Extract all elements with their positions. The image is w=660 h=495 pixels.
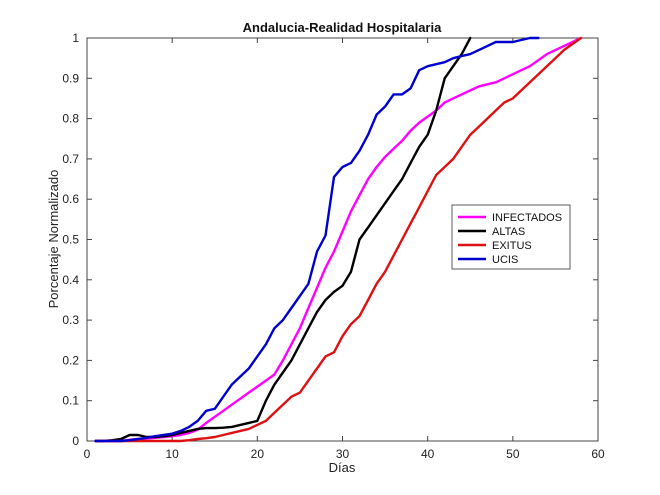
x-tick-label: 50 (506, 447, 520, 461)
y-tick-label: 0.7 (62, 152, 79, 166)
y-tick-label: 1 (72, 31, 79, 45)
x-tick-label: 30 (336, 447, 350, 461)
series-line-exitus (94, 36, 583, 443)
y-tick-label: 0.1 (62, 394, 79, 408)
x-tick-label: 20 (251, 447, 265, 461)
legend-label-altas: ALTAS (492, 226, 525, 238)
y-tick-label: 0.5 (62, 233, 79, 247)
y-tick-label: 0.3 (62, 313, 79, 327)
legend-label-ucis: UCIS (492, 254, 518, 266)
y-tick-label: 0.9 (62, 71, 79, 85)
plot-area: 0 10 20 30 40 50 60 0 0.1 0.2 0.3 0.4 0.5 0.6 0.7 0.8 0.… (62, 31, 605, 461)
series-line-ucis (94, 36, 540, 443)
y-tick-label: 0.4 (62, 273, 79, 287)
y-axis-label: Porcentaje Normalizado (46, 170, 61, 309)
x-tick-label: 40 (421, 447, 435, 461)
legend-label-infectados: INFECTADOS (492, 212, 562, 224)
series-line-infectados (94, 36, 583, 443)
y-tick-label: 0.8 (62, 112, 79, 126)
y-tick-label: 0.2 (62, 353, 79, 367)
x-tick-label: 60 (591, 447, 605, 461)
x-axis-label: Días (329, 460, 356, 475)
y-tick-label: 0 (72, 434, 79, 448)
x-tick-label: 10 (165, 447, 179, 461)
legend: INFECTADOS ALTAS EXITUS UCIS (451, 204, 571, 270)
y-tick-label: 0.6 (62, 192, 79, 206)
legend-label-exitus: EXITUS (492, 240, 532, 252)
chart-title: Andalucia-Realidad Hospitalaria (243, 20, 442, 35)
x-tick-label: 0 (84, 447, 91, 461)
